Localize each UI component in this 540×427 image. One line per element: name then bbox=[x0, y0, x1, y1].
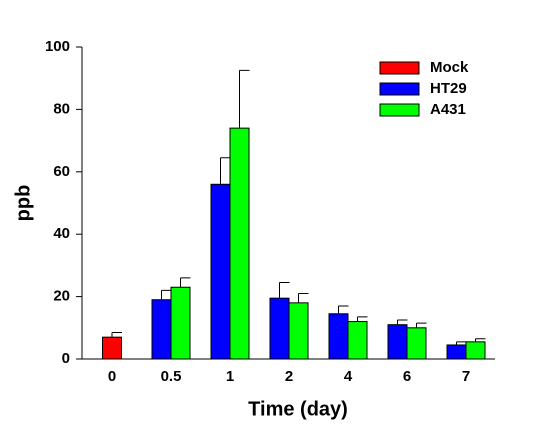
y-tick-label: 20 bbox=[53, 288, 70, 305]
bar bbox=[269, 297, 290, 360]
error-bar bbox=[220, 157, 231, 185]
x-tick-label: 0 bbox=[108, 368, 116, 385]
legend-swatch bbox=[379, 82, 420, 96]
x-tick-label: 7 bbox=[462, 368, 470, 385]
y-tick-label: 100 bbox=[45, 38, 70, 55]
legend-label: Mock bbox=[430, 59, 469, 76]
x-axis-title: Time (day) bbox=[248, 398, 348, 420]
bar bbox=[347, 321, 368, 360]
bar bbox=[102, 336, 122, 360]
bar bbox=[151, 299, 172, 360]
error-bar bbox=[161, 289, 172, 300]
bar bbox=[406, 327, 427, 360]
x-tick-label: 0.5 bbox=[161, 368, 182, 385]
legend-label: HT29 bbox=[430, 80, 467, 97]
bar bbox=[387, 324, 408, 360]
bar bbox=[328, 313, 349, 360]
error-bar bbox=[298, 292, 309, 303]
legend-swatch bbox=[379, 61, 420, 75]
x-tick-label: 6 bbox=[403, 368, 411, 385]
error-bar bbox=[279, 282, 290, 299]
bar bbox=[446, 344, 467, 360]
error-bar bbox=[180, 277, 191, 288]
error-bar bbox=[357, 316, 368, 322]
y-tick-label: 80 bbox=[53, 100, 70, 117]
bar bbox=[288, 302, 309, 360]
bar bbox=[210, 183, 231, 360]
error-bar bbox=[338, 305, 349, 314]
y-axis-title: ppb bbox=[12, 185, 34, 222]
error-bar bbox=[397, 319, 408, 325]
legend-label: A431 bbox=[430, 101, 466, 118]
bar bbox=[170, 286, 191, 360]
error-bar bbox=[239, 69, 250, 129]
legend-swatch bbox=[379, 103, 420, 117]
y-tick-label: 40 bbox=[53, 225, 70, 242]
x-tick-label: 1 bbox=[226, 368, 234, 385]
error-bar bbox=[456, 341, 467, 345]
x-tick-label: 4 bbox=[344, 368, 353, 385]
error-bar bbox=[416, 322, 427, 328]
error-bar bbox=[475, 338, 486, 342]
error-bar bbox=[111, 331, 122, 338]
bar bbox=[465, 341, 486, 360]
x-tick-label: 2 bbox=[285, 368, 293, 385]
bar bbox=[229, 127, 250, 360]
y-tick-label: 60 bbox=[53, 163, 70, 180]
y-tick-label: 0 bbox=[62, 350, 70, 367]
